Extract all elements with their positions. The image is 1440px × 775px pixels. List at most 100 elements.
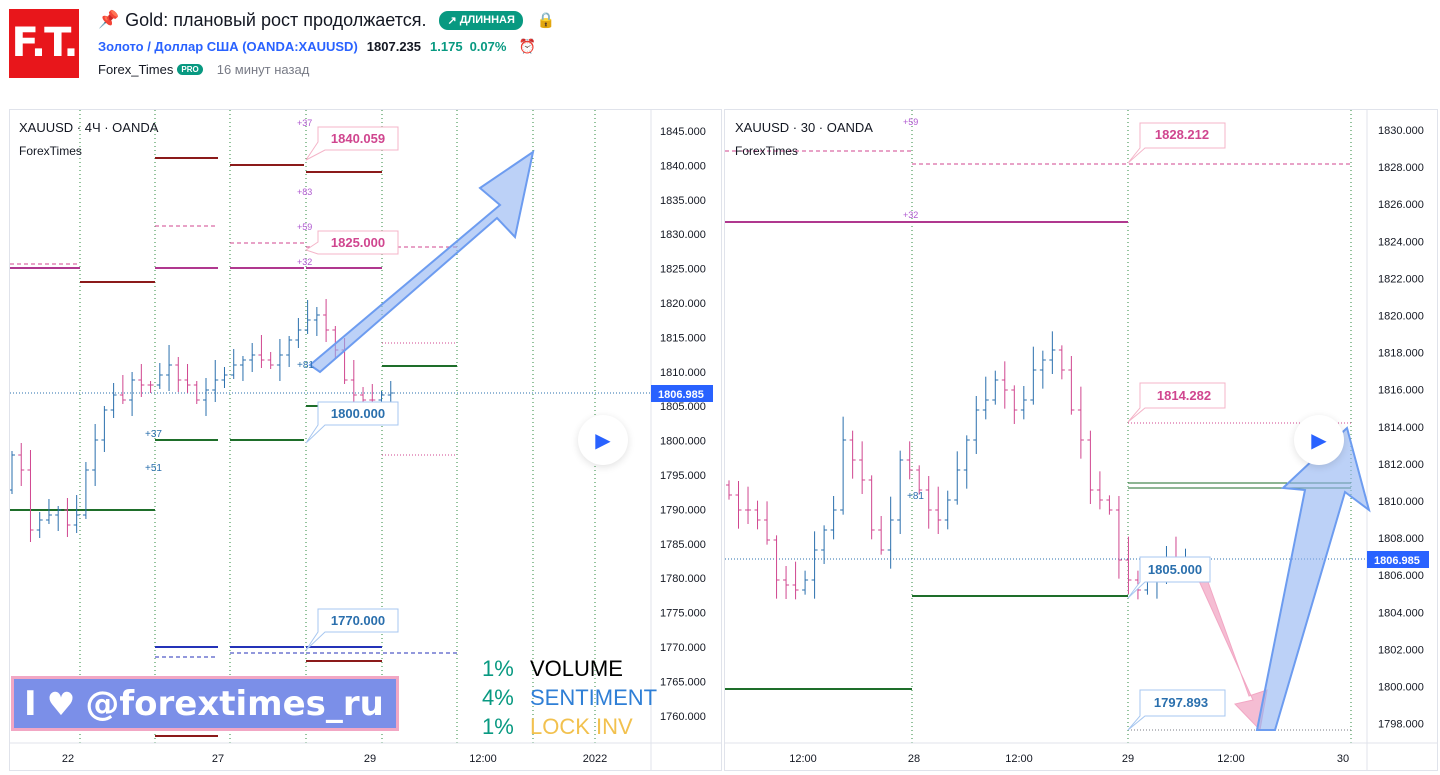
- chart-watermark: ForexTimes: [19, 144, 82, 158]
- stat-row: 1% LOCK INV: [482, 712, 657, 741]
- idea-title: Gold: плановый рост продолжается.: [125, 9, 427, 30]
- pin-icon: 📌: [98, 10, 120, 29]
- price-axis-label: 1805.000: [660, 401, 706, 413]
- time-label: 29: [1122, 753, 1134, 765]
- callout-label: 1814.282: [1157, 388, 1211, 403]
- pro-badge: PRO: [177, 64, 203, 75]
- price-axis-label: 1800.000: [1378, 682, 1424, 694]
- callout-label: 1825.000: [331, 235, 385, 250]
- price-axis[interactable]: 1845.000 1840.000 1835.000 1830.000 1825.000…: [660, 126, 706, 723]
- price-axis-label: 1818.000: [1378, 348, 1424, 360]
- current-price-tag-label: 1806.985: [658, 389, 704, 401]
- price-axis-label: 1825.000: [660, 264, 706, 276]
- candles: [9, 299, 394, 542]
- marker-label: +37: [145, 429, 162, 440]
- play-button[interactable]: ▶: [578, 415, 628, 465]
- stat-label: LOCK INV: [530, 712, 633, 741]
- price-axis-label: 1804.000: [1378, 607, 1424, 619]
- marker-label: +59: [903, 117, 918, 127]
- price-change-pct: 0.07%: [469, 39, 507, 54]
- time-label: 12:00: [1005, 753, 1033, 765]
- price-axis-label: 1775.000: [660, 608, 706, 620]
- time-label: 12:00: [789, 753, 817, 765]
- price-axis-label: 1800.000: [660, 436, 706, 448]
- price-axis-label: 1820.000: [1378, 311, 1424, 323]
- callout-label: 1797.893: [1154, 695, 1208, 710]
- symbol-row: Золото / Доллар США (OANDA:XAUUSD) 1807.…: [98, 38, 536, 55]
- left-chart-svg[interactable]: 1840.059 1825.000 1800.000 1770.000 +37 …: [9, 110, 721, 770]
- banner-i: I: [24, 683, 37, 724]
- price-change: 1.175: [430, 39, 463, 54]
- price-axis-label: 1840.000: [660, 160, 706, 172]
- price-axis-label: 1770.000: [660, 642, 706, 654]
- stat-label: SENTIMENT: [530, 685, 658, 710]
- candles: [726, 331, 1189, 600]
- price-axis-label: 1812.000: [1378, 459, 1424, 471]
- current-price-tag: [1367, 551, 1429, 568]
- left-chart-panel[interactable]: 1840.059 1825.000 1800.000 1770.000 +37 …: [9, 109, 722, 771]
- price-axis-label: 1816.000: [1378, 385, 1424, 397]
- stat-pct: 1%: [482, 656, 514, 681]
- callout-label: 1828.212: [1155, 127, 1209, 142]
- callout-label: 1800.000: [331, 406, 385, 421]
- price-axis-label: 1820.000: [660, 298, 706, 310]
- time-label: 28: [908, 753, 920, 765]
- callout-1814: 1814.282: [1127, 382, 1226, 423]
- stat-label-inv: INV: [596, 714, 633, 739]
- price-axis-label: 1802.000: [1378, 644, 1424, 656]
- alarm-icon[interactable]: ⏰: [518, 38, 536, 54]
- price-axis-label: 1845.000: [660, 126, 706, 138]
- marker-label: +81: [297, 360, 314, 371]
- right-chart-panel[interactable]: 1828.212 1814.282 1805.000 1797.893 +59 …: [724, 109, 1438, 771]
- current-price-tag: [651, 385, 713, 402]
- stat-pct: 4%: [482, 685, 514, 710]
- callout-1800: 1800.000: [305, 401, 399, 444]
- forecast-arrow: [308, 149, 535, 374]
- direction-badge-label: ДЛИННАЯ: [459, 14, 515, 26]
- callout-1805: 1805.000: [1127, 556, 1211, 599]
- direction-badge: ↗ ДЛИННАЯ: [439, 10, 523, 30]
- callout-1825: 1825.000: [304, 230, 399, 255]
- marker-label: +81: [907, 491, 924, 502]
- banner-handle: @forextimes_ru: [85, 683, 384, 724]
- price-axis-label: 1810.000: [660, 367, 706, 379]
- publish-time: 16 минут назад: [216, 62, 310, 77]
- callout-1797: 1797.893: [1127, 689, 1226, 731]
- time-label: 30: [1337, 753, 1349, 765]
- callout-label: 1840.059: [331, 131, 385, 146]
- price-axis-label: 1826.000: [1378, 199, 1424, 211]
- price-axis-label: 1830.000: [660, 229, 706, 241]
- chart-watermark: ForexTimes: [735, 144, 798, 158]
- author-name[interactable]: Forex_Times: [98, 62, 174, 77]
- time-label: 12:00: [469, 753, 497, 765]
- heart-icon: ♥: [46, 684, 76, 723]
- marker-label: +37: [297, 118, 312, 128]
- play-icon: ▶: [1311, 429, 1327, 452]
- idea-title-row: 📌 Gold: плановый рост продолжается. ↗ ДЛ…: [98, 8, 556, 32]
- symbol-link[interactable]: Золото / Доллар США (OANDA:XAUUSD): [98, 39, 358, 54]
- price-axis[interactable]: 1830.000 1828.000 1826.000 1824.000 1822.000…: [1378, 125, 1424, 731]
- stats-block: 1% VOLUME 4% SENTIMENT 1% LOCK INV: [482, 654, 657, 741]
- arrow-up-right-icon: ↗: [447, 14, 457, 27]
- price-axis-label: 1790.000: [660, 504, 706, 516]
- play-button[interactable]: ▶: [1294, 415, 1344, 465]
- callout-label: 1805.000: [1148, 562, 1202, 577]
- time-label: 2022: [583, 753, 607, 765]
- price-axis-label: 1830.000: [1378, 125, 1424, 137]
- time-label: 12:00: [1217, 753, 1245, 765]
- stat-label: VOLUME: [530, 656, 623, 681]
- price-axis-label: 1835.000: [660, 195, 706, 207]
- stat-pct: 1%: [482, 714, 514, 739]
- time-label: 22: [62, 753, 74, 765]
- stat-row: 4% SENTIMENT: [482, 683, 657, 712]
- channel-logo[interactable]: F.T.: [9, 9, 79, 78]
- channel-banner: I ♥ @forextimes_ru: [11, 676, 399, 731]
- price-axis-label: 1814.000: [1378, 422, 1424, 434]
- marker-label: +83: [297, 187, 312, 197]
- right-chart-svg[interactable]: 1828.212 1814.282 1805.000 1797.893 +59 …: [725, 110, 1437, 770]
- callout-1828: 1828.212: [1127, 122, 1226, 164]
- price-axis-label: 1785.000: [660, 539, 706, 551]
- stat-label-lock: LOCK: [530, 714, 590, 739]
- price-axis-label: 1808.000: [1378, 533, 1424, 545]
- current-price-tag-label: 1806.985: [1374, 555, 1420, 567]
